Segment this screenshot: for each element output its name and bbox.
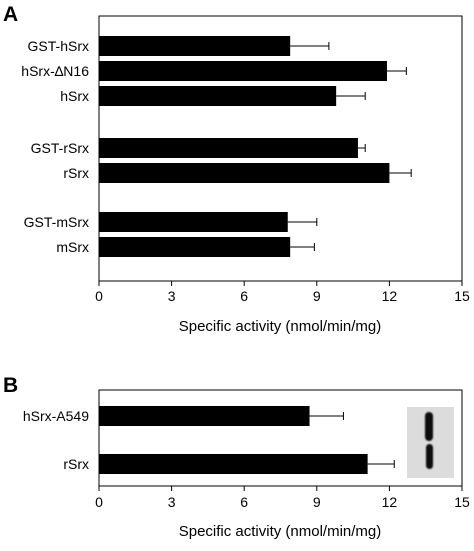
x-tick-label: 12	[382, 288, 398, 304]
bar	[99, 406, 310, 426]
bar	[99, 138, 358, 158]
panel-b-error-bars	[309, 412, 395, 468]
western-blot-image	[407, 407, 454, 478]
x-tick-label: 0	[95, 288, 103, 304]
category-label: GST-hSrx	[28, 38, 89, 54]
category-label: rSrx	[63, 165, 89, 181]
panel-a-error-bars	[287, 42, 412, 251]
category-label: rSrx	[63, 456, 89, 472]
panel-a-bars	[99, 36, 390, 257]
blot-band-lower	[426, 444, 433, 469]
panel-b-x-axis-title: Specific activity (nmol/min/mg)	[179, 523, 382, 540]
panel-a: A GST-hSrx hSrx-∆N16 hSrx GST-rSrx rSrx GST-m…	[3, 3, 470, 335]
panel-a-category-labels: GST-hSrx hSrx-∆N16 hSrx GST-rSrx rSrx GST-mSr…	[21, 38, 89, 255]
x-tick-label: 6	[240, 288, 248, 304]
blot-band-upper	[425, 412, 433, 441]
x-tick-label: 6	[240, 494, 248, 510]
x-tick-label: 12	[382, 494, 398, 510]
x-tick-label: 15	[454, 288, 470, 304]
bar	[99, 36, 291, 56]
x-tick-label: 9	[313, 494, 321, 510]
panel-b-category-labels: hSrx-A549 rSrx	[23, 408, 89, 472]
panel-b-letter: B	[3, 374, 18, 397]
panel-a-letter: A	[3, 3, 18, 26]
x-tick-label: 15	[454, 494, 470, 510]
panel-b-x-ticks: 0 3 6 9 12 15	[95, 486, 470, 510]
bar	[99, 454, 368, 474]
category-label: hSrx-∆N16	[21, 63, 89, 79]
bar	[99, 86, 337, 106]
x-tick-label: 9	[313, 288, 321, 304]
bar	[99, 163, 390, 183]
category-label: mSrx	[56, 239, 89, 255]
panel-b: B hSrx-A549 rSrx 0 3 6 9 12 15 Specific activi…	[3, 374, 470, 540]
bar	[99, 61, 387, 81]
category-label: GST-mSrx	[24, 214, 89, 230]
panel-b-bars	[99, 406, 368, 474]
x-tick-label: 0	[95, 494, 103, 510]
category-label: hSrx	[60, 88, 89, 104]
panel-a-x-axis-title: Specific activity (nmol/min/mg)	[179, 318, 382, 335]
panel-b-plot-frame	[98, 389, 463, 487]
category-label: hSrx-A549	[23, 408, 89, 424]
panel-a-x-ticks: 0 3 6 9 12 15	[95, 281, 470, 304]
bar	[99, 237, 291, 257]
x-tick-label: 3	[168, 288, 176, 304]
bar	[99, 212, 288, 232]
category-label: GST-rSrx	[31, 140, 89, 156]
x-tick-label: 3	[168, 494, 176, 510]
